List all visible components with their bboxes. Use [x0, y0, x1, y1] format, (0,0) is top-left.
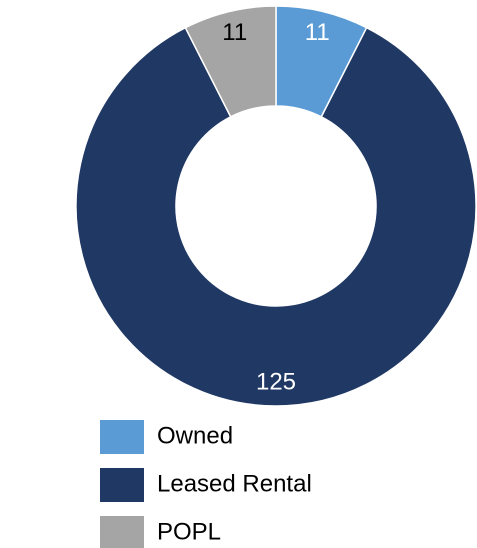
legend-swatch [100, 516, 144, 548]
legend-swatch [100, 468, 144, 502]
donut-slice [184, 5, 277, 118]
legend-label: POPL [157, 518, 221, 545]
legend-label: Leased Rental [157, 470, 312, 497]
data-label: 11 [222, 19, 247, 46]
legend-label: Owned [157, 422, 233, 449]
data-label: 11 [305, 19, 330, 46]
donut-slice [75, 26, 477, 407]
legend-swatch [100, 420, 144, 454]
data-label: 125 [256, 368, 296, 395]
